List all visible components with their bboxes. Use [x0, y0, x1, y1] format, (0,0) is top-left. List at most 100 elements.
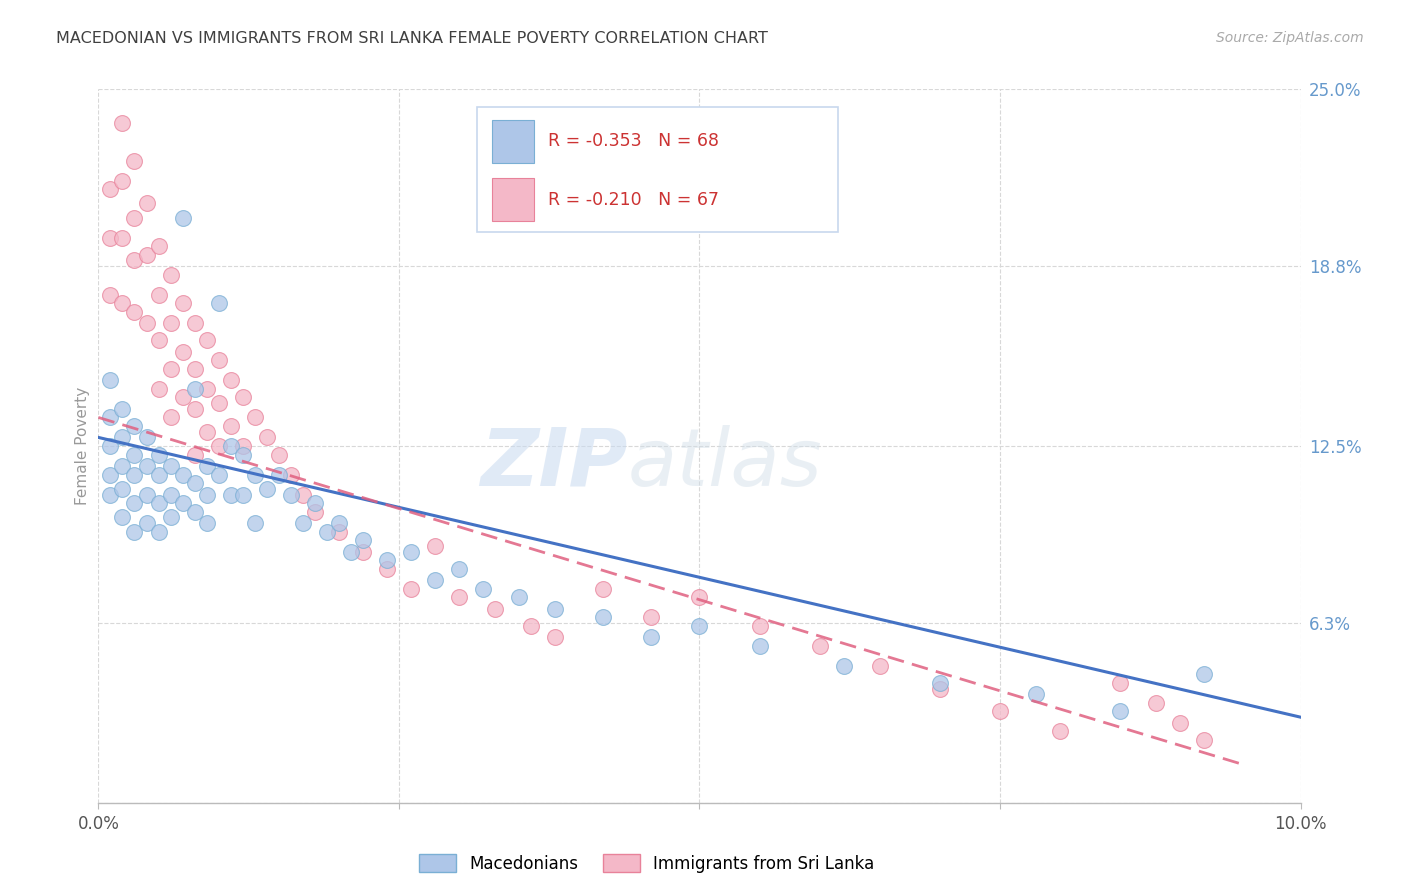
Point	[869, 658, 891, 673]
Point	[375, 562, 398, 576]
Point	[124, 448, 146, 462]
Point	[100, 182, 122, 196]
Point	[232, 391, 254, 405]
Point	[172, 296, 194, 310]
Point	[208, 353, 231, 368]
Point	[159, 316, 181, 330]
Point	[929, 676, 952, 690]
Point	[232, 439, 254, 453]
Point	[183, 401, 205, 416]
Point	[267, 448, 290, 462]
Point	[183, 505, 205, 519]
Point	[219, 439, 242, 453]
Point	[256, 482, 278, 496]
Point	[172, 467, 194, 482]
FancyBboxPatch shape	[477, 107, 838, 232]
Point	[219, 419, 242, 434]
Point	[689, 619, 711, 633]
Point	[124, 153, 146, 168]
Point	[423, 539, 446, 553]
Point	[399, 582, 422, 596]
Text: Source: ZipAtlas.com: Source: ZipAtlas.com	[1216, 31, 1364, 45]
Point	[291, 487, 314, 501]
Point	[291, 516, 314, 530]
Point	[208, 439, 231, 453]
Point	[159, 410, 181, 425]
Point	[195, 425, 218, 439]
Point	[832, 658, 855, 673]
Point	[111, 458, 134, 473]
Point	[135, 487, 157, 501]
Point	[1025, 687, 1047, 701]
Point	[135, 248, 157, 262]
Point	[1194, 733, 1216, 747]
Point	[159, 268, 181, 282]
Point	[124, 211, 146, 225]
Point	[159, 458, 181, 473]
Point	[208, 396, 231, 410]
Point	[689, 591, 711, 605]
Point	[399, 544, 422, 558]
Point	[219, 373, 242, 387]
Point	[352, 544, 374, 558]
Point	[267, 467, 290, 482]
Point	[135, 458, 157, 473]
Point	[808, 639, 831, 653]
Y-axis label: Female Poverty: Female Poverty	[75, 387, 90, 505]
Point	[640, 630, 662, 644]
Point	[232, 448, 254, 462]
Point	[1049, 724, 1071, 739]
Point	[172, 211, 194, 225]
Point	[929, 681, 952, 696]
Point	[544, 630, 567, 644]
Point	[172, 391, 194, 405]
Point	[111, 116, 134, 130]
Point	[208, 296, 231, 310]
Point	[183, 362, 205, 376]
Point	[447, 562, 470, 576]
Point	[111, 173, 134, 187]
Point	[592, 610, 614, 624]
Point	[148, 448, 170, 462]
Point	[195, 382, 218, 396]
FancyBboxPatch shape	[492, 120, 534, 162]
Text: R = -0.353   N = 68: R = -0.353 N = 68	[548, 132, 718, 150]
Point	[148, 239, 170, 253]
Point	[124, 419, 146, 434]
Point	[208, 467, 231, 482]
Point	[423, 573, 446, 587]
Point	[135, 196, 157, 211]
Point	[195, 334, 218, 348]
Point	[159, 510, 181, 524]
Point	[111, 401, 134, 416]
Point	[172, 344, 194, 359]
Point	[375, 553, 398, 567]
Point	[172, 496, 194, 510]
Point	[100, 373, 122, 387]
Point	[111, 296, 134, 310]
Point	[100, 410, 122, 425]
Point	[124, 253, 146, 268]
Point	[748, 619, 770, 633]
Point	[111, 510, 134, 524]
Point	[111, 430, 134, 444]
Point	[219, 487, 242, 501]
Point	[232, 487, 254, 501]
Point	[243, 516, 266, 530]
Point	[124, 305, 146, 319]
Point	[148, 467, 170, 482]
Point	[148, 524, 170, 539]
Point	[340, 544, 363, 558]
Point	[183, 382, 205, 396]
Point	[304, 505, 326, 519]
Point	[100, 287, 122, 301]
Point	[183, 448, 205, 462]
Point	[183, 476, 205, 491]
Point	[988, 705, 1011, 719]
Point	[280, 467, 302, 482]
Point	[520, 619, 543, 633]
Point	[1170, 715, 1192, 730]
Point	[148, 287, 170, 301]
Point	[484, 601, 506, 615]
Point	[195, 487, 218, 501]
